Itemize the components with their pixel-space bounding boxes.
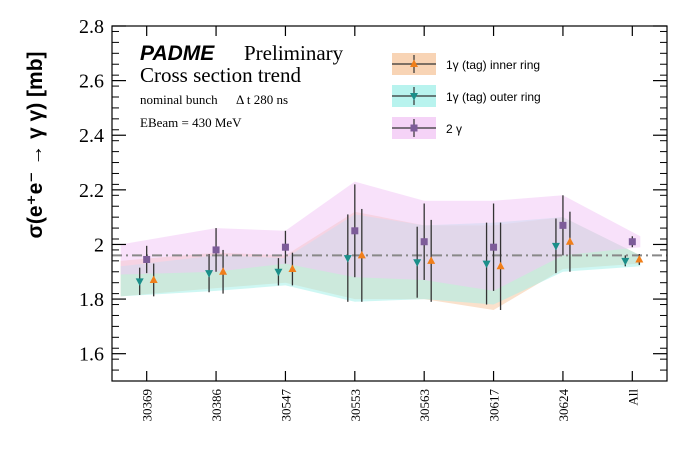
uncertainty-bands xyxy=(120,181,641,310)
y-tick-label: 2.8 xyxy=(79,16,104,38)
x-tick-label: 30386 xyxy=(209,389,224,422)
y-tick-label: 1.8 xyxy=(79,289,104,311)
y-tick-label: 1.6 xyxy=(79,344,104,366)
note-delta-t: Δ t 280 ns xyxy=(236,92,288,107)
legend-label: 1γ (tag) outer ring xyxy=(446,90,541,104)
x-tick-label: 30624 xyxy=(556,389,571,422)
point-marker xyxy=(149,275,158,283)
point-marker xyxy=(565,237,574,245)
point-marker xyxy=(628,238,636,246)
point-marker xyxy=(219,267,228,275)
x-tick-label: 30547 xyxy=(278,389,293,422)
note-ebeam: EBeam = 430 MeV xyxy=(140,115,242,130)
legend-label: 2 γ xyxy=(446,122,462,136)
note-bunch: nominal bunch xyxy=(140,92,218,107)
point-marker xyxy=(482,260,491,269)
x-tick-label: 30563 xyxy=(417,389,432,422)
point-marker xyxy=(496,261,505,270)
title-tag: Preliminary xyxy=(244,41,344,65)
point-marker xyxy=(551,242,560,251)
point-marker xyxy=(559,221,567,229)
title-block: PADME Preliminary Cross section trend no… xyxy=(140,41,344,130)
point-marker xyxy=(205,270,214,278)
legend-marker xyxy=(410,93,418,101)
point-marker xyxy=(635,254,644,263)
x-tick-label: All xyxy=(625,389,640,406)
y-tick-label: 2 xyxy=(94,234,104,256)
legend-label: 1γ (tag) inner ring xyxy=(446,58,540,72)
legend: 1γ (tag) inner ring 1γ (tag) outer ring 2 … xyxy=(392,53,541,139)
point-marker xyxy=(212,246,220,254)
point-marker xyxy=(413,259,422,267)
point-marker xyxy=(274,268,283,277)
point-marker xyxy=(343,255,352,263)
legend-marker xyxy=(410,59,418,67)
y-tick-label: 2.6 xyxy=(79,71,104,93)
point-marker xyxy=(621,257,630,266)
plot-frame xyxy=(111,25,668,382)
y-axis-label: σ(e⁺e⁻ → γ γ) [mb] xyxy=(24,51,47,238)
axes: 1.6 1.8 2 2.2 2.4 2.6 2.8 30369 30386 30547 30553 3… xyxy=(79,16,667,422)
point-marker xyxy=(288,264,297,273)
point-marker xyxy=(357,250,366,259)
point-marker xyxy=(351,227,359,235)
point-marker xyxy=(281,243,289,251)
y-tick-label: 2.4 xyxy=(79,125,104,147)
title-main: PADME xyxy=(140,42,215,65)
x-tick-label: 30553 xyxy=(348,389,363,422)
subtitle: Cross section trend xyxy=(140,63,301,87)
point-marker xyxy=(143,255,151,263)
point-marker xyxy=(490,243,498,251)
band-2 xyxy=(120,181,641,291)
x-tick-label: 30369 xyxy=(140,389,155,422)
y-tick-label: 2.2 xyxy=(79,180,104,202)
point-marker xyxy=(420,238,428,246)
legend-marker xyxy=(410,124,418,132)
point-marker xyxy=(427,256,436,264)
x-tick-label: 30617 xyxy=(487,389,502,422)
data-points xyxy=(135,184,644,310)
point-marker xyxy=(135,278,144,286)
